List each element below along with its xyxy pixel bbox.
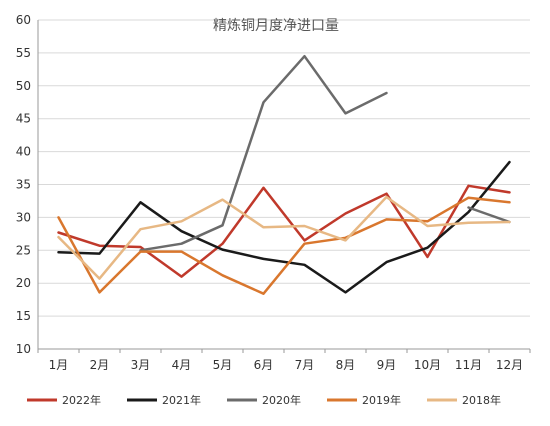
y-tick-label: 55	[16, 46, 31, 60]
legend: 2022年 2021年 2020年 2019年 2018年	[27, 393, 501, 407]
series-line-2020年	[139, 54, 388, 252]
legend-label: 2019年	[362, 393, 401, 407]
axes: 10 15 20 25 30 35 40 45 50 55 60 1月 2月 3月 4月 5月 6月 7月 8月 9月…	[16, 13, 531, 372]
series-line-2021年	[57, 160, 511, 294]
series-line-2018年	[57, 195, 511, 280]
x-tick-label: 8月	[336, 358, 356, 372]
y-tick-label: 25	[16, 243, 31, 257]
series-lines	[57, 54, 511, 295]
legend-label: 2020年	[262, 393, 301, 407]
x-tick-label: 1月	[49, 358, 69, 372]
legend-label: 2018年	[462, 393, 501, 407]
series-line-2022年	[57, 184, 511, 278]
x-tick-label: 2月	[90, 358, 110, 372]
x-tick-label: 7月	[295, 358, 315, 372]
x-tick-label: 10月	[414, 358, 441, 372]
series-line-2019年	[57, 196, 511, 295]
y-tick-label: 10	[16, 342, 31, 356]
x-tick-label: 9月	[377, 358, 397, 372]
y-tick-label: 50	[16, 79, 31, 93]
x-tick-label: 6月	[254, 358, 274, 372]
x-tick-label: 12月	[496, 358, 523, 372]
y-tick-label: 30	[16, 210, 31, 224]
grid-lines	[38, 19, 530, 350]
x-tick-label: 5月	[213, 358, 233, 372]
legend-label: 2022年	[62, 393, 101, 407]
legend-label: 2021年	[162, 393, 201, 407]
chart-title: 精炼铜月度净进口量	[213, 18, 339, 34]
y-tick-label: 15	[16, 309, 31, 323]
x-tick-label: 11月	[455, 358, 482, 372]
y-tick-label: 40	[16, 145, 31, 159]
y-tick-label: 35	[16, 178, 31, 192]
x-tick-label: 4月	[172, 358, 192, 372]
y-tick-label: 60	[16, 13, 31, 27]
y-tick-label: 20	[16, 276, 31, 290]
series-line-2020年	[467, 206, 511, 224]
y-tick-label: 45	[16, 112, 31, 126]
x-tick-label: 3月	[131, 358, 151, 372]
